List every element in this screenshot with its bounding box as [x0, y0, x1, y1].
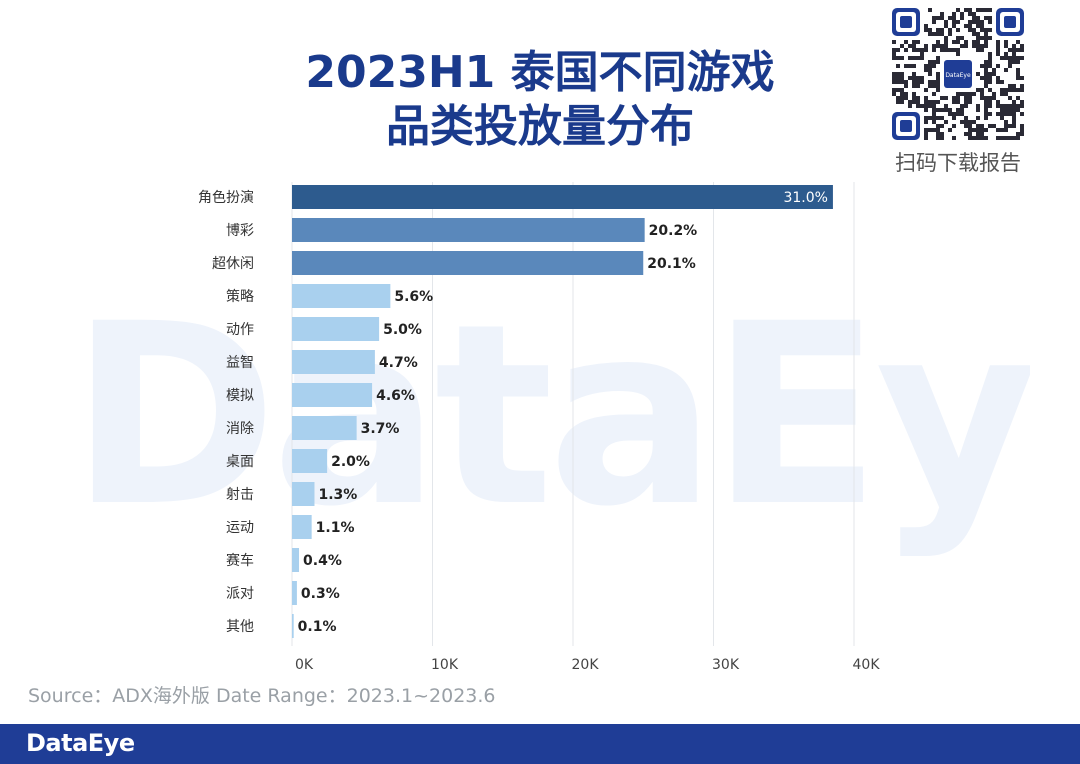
chart-title: 2023H1 泰国不同游戏 品类投放量分布: [230, 46, 850, 154]
value-label: 0.4%: [303, 553, 342, 569]
value-label: 4.7%: [379, 355, 418, 371]
value-label: 2.0%: [331, 454, 370, 470]
category-label: 运动: [226, 520, 254, 536]
category-label: 益智: [226, 355, 254, 371]
footer-brand-logo: DataEye: [26, 729, 135, 757]
value-label: 20.2%: [649, 223, 698, 239]
category-label: 其他: [226, 619, 254, 635]
x-tick-labels: 0K 10K 20K 30K 40K: [295, 657, 880, 673]
qr-center-label: DataEye: [945, 72, 971, 79]
bar-13: [292, 581, 297, 605]
category-label: 桌面: [226, 454, 254, 470]
value-label: 3.7%: [361, 421, 400, 437]
category-label: 派对: [226, 586, 254, 602]
category-label: 射击: [226, 487, 254, 503]
bar-10: [292, 482, 315, 506]
bars: [292, 185, 833, 638]
title-line-2: 品类投放量分布: [386, 101, 694, 152]
bar-9: [292, 449, 328, 473]
x-tick-label: 0K: [295, 657, 314, 673]
x-tick-label: 20K: [572, 657, 600, 673]
category-label: 赛车: [226, 552, 254, 569]
x-tick-label: 30K: [712, 657, 740, 673]
bar-4: [292, 284, 391, 308]
value-label: 0.3%: [301, 586, 340, 602]
x-tick-label: 10K: [431, 657, 459, 673]
title-line-1: 2023H1 泰国不同游戏: [305, 47, 775, 98]
category-label: 超休闲: [212, 256, 254, 272]
category-label: 模拟: [226, 388, 254, 404]
category-label: 消除: [226, 421, 254, 437]
bar-11: [292, 515, 312, 539]
bar-7: [292, 383, 373, 407]
bar-12: [292, 548, 300, 572]
bar-6: [292, 350, 375, 374]
value-labels: 31.0% 20.2% 20.1% 5.6% 5.0% 4.7% 4.6% 3.7% 2.0% 1…: [298, 190, 828, 635]
qr-caption: 扫码下载报告: [895, 151, 1021, 175]
footer-bar: DataEye: [0, 724, 1080, 764]
value-label: 31.0%: [783, 190, 827, 206]
qr-code-graphic: DataEye: [892, 8, 1024, 140]
value-label: 1.1%: [316, 520, 355, 536]
bar-1: [292, 185, 833, 209]
value-label: 5.6%: [394, 289, 433, 305]
source-note: Source：ADX海外版 Date Range：2023.1~2023.6: [28, 685, 496, 707]
bar-2: [292, 218, 645, 242]
category-label: 角色扮演: [198, 189, 254, 206]
bar-5: [292, 317, 380, 341]
qr-code[interactable]: DataEye: [889, 5, 1027, 143]
category-label: 策略: [226, 288, 254, 305]
value-label: 20.1%: [647, 256, 696, 272]
category-label: 博彩: [226, 222, 254, 239]
x-tick-label: 40K: [853, 657, 881, 673]
value-label: 5.0%: [383, 322, 422, 338]
value-label: 4.6%: [376, 388, 415, 404]
value-label: 0.1%: [298, 619, 337, 635]
bar-3: [292, 251, 644, 275]
qr-code-panel[interactable]: DataEye 扫码下载报告: [889, 5, 1029, 177]
bar-8: [292, 416, 357, 440]
bar-14: [292, 614, 294, 638]
category-label: 动作: [226, 322, 254, 338]
value-label: 1.3%: [318, 487, 357, 503]
